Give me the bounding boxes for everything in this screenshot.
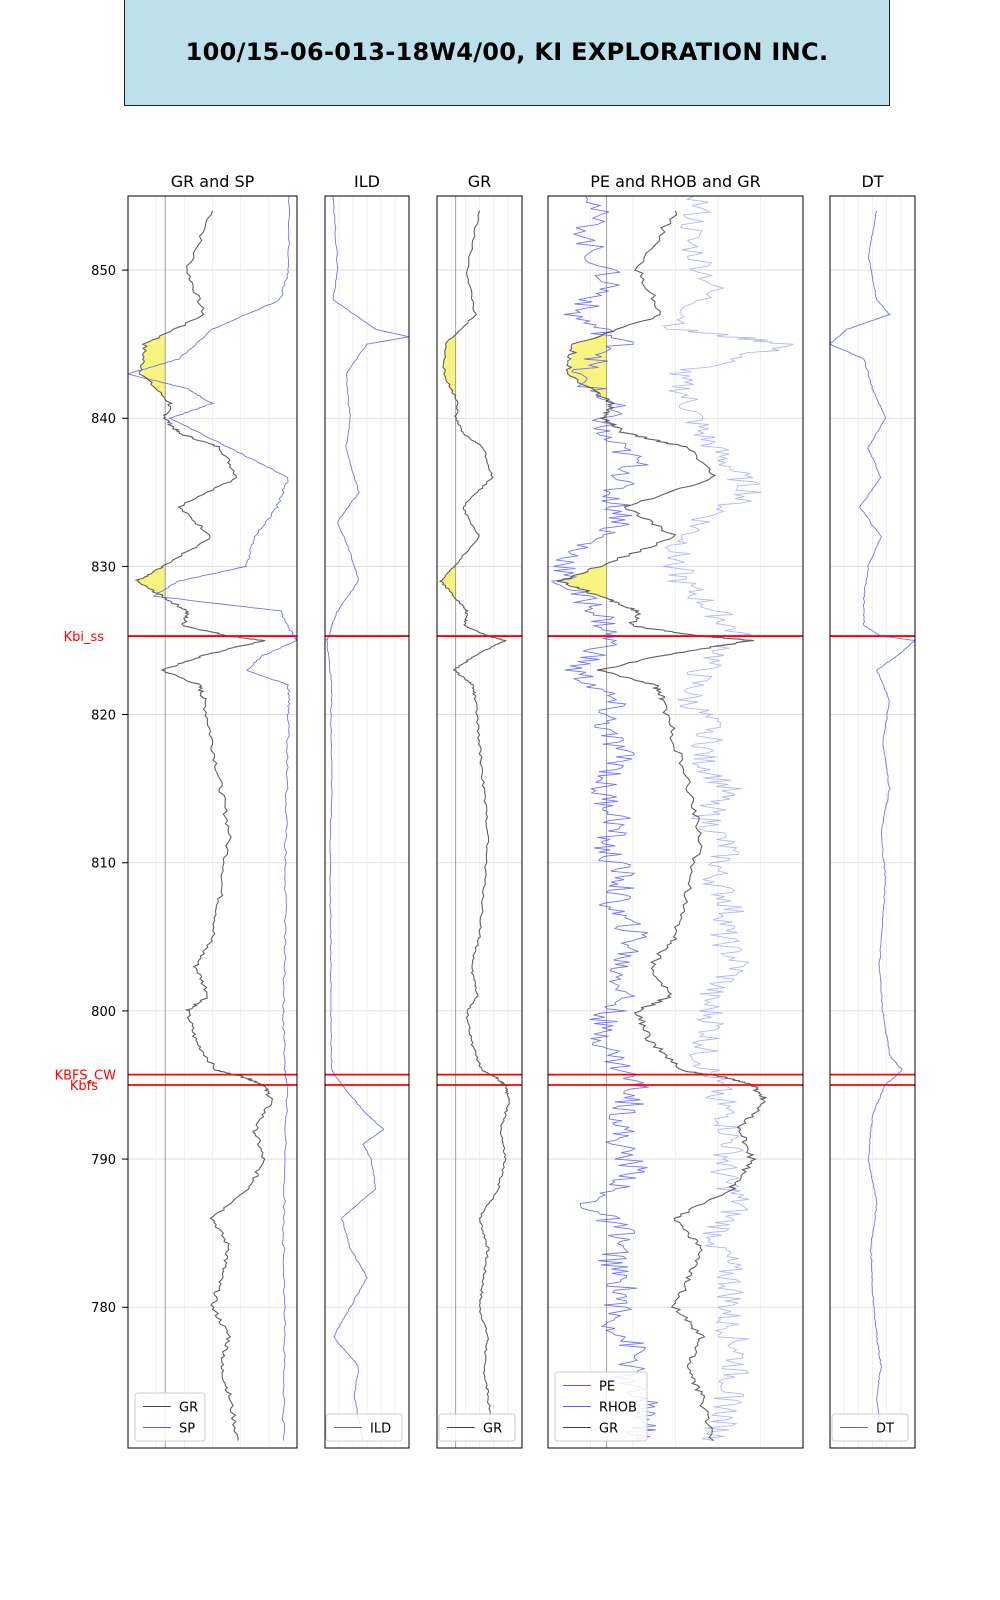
- legend-label: ILD: [370, 1422, 391, 1437]
- track-curves: [128, 196, 297, 1448]
- curve-sp: [128, 196, 297, 1441]
- curve-rhob: [662, 196, 794, 1442]
- curve-gr: [134, 210, 274, 1441]
- legend-label: GR: [483, 1422, 502, 1437]
- legend-box: [134, 1392, 206, 1442]
- track-title: ILD: [354, 172, 380, 191]
- track-1: GR and SP GR SP: [127, 172, 298, 1449]
- curve-pe: [550, 196, 659, 1441]
- track-title: DT: [861, 172, 883, 191]
- formation-top-label: Kbfs: [70, 1079, 98, 1094]
- curve-gr: [438, 210, 510, 1441]
- curve-ild: [325, 196, 409, 1441]
- depth-tick-label: 800: [91, 1005, 116, 1020]
- track-5: DT DT: [829, 172, 916, 1449]
- depth-tick-label: 820: [91, 709, 116, 724]
- legend-label: DT: [876, 1422, 894, 1437]
- sand-fill: [568, 333, 607, 400]
- track-title: GR and SP: [171, 172, 255, 191]
- formation-top-label: KBFS_CW: [55, 1069, 117, 1084]
- title-box: 100/15-06-013-18W4/00, KI EXPLORATION IN…: [124, 0, 890, 106]
- track-frame: [829, 195, 916, 1449]
- track-legend: DT: [831, 1413, 909, 1442]
- track-curves: [830, 210, 915, 1441]
- legend-box: [325, 1413, 403, 1442]
- track-curves: [325, 196, 409, 1441]
- curve-dt: [830, 210, 915, 1441]
- formation-top-label: Kbi_ss: [64, 630, 105, 645]
- track-legend: ILD: [325, 1413, 403, 1442]
- track-legend: GR: [438, 1413, 516, 1442]
- legend-label: RHOB: [599, 1401, 637, 1416]
- curve-gr: [557, 210, 767, 1442]
- legend-label: SP: [179, 1422, 195, 1437]
- track-frame: [547, 195, 804, 1449]
- sand-fill: [443, 335, 456, 398]
- depth-tick-label: 850: [91, 264, 116, 279]
- track-3: GR GR: [436, 172, 523, 1449]
- depth-tick-label: 810: [91, 857, 116, 872]
- depth-tick-label: 780: [91, 1301, 116, 1316]
- sand-fill: [136, 566, 166, 598]
- legend-box: [554, 1371, 648, 1442]
- track-legend: PE RHOB GR: [554, 1371, 648, 1442]
- legend-box: [438, 1413, 516, 1442]
- sand-fill: [599, 669, 607, 672]
- track-2: ILD ILD: [324, 172, 410, 1449]
- sand-fill: [560, 564, 607, 599]
- track-curves: [550, 196, 794, 1448]
- track-title: GR: [468, 172, 492, 191]
- legend-label: PE: [599, 1380, 615, 1395]
- chart-title: 100/15-06-013-18W4/00, KI EXPLORATION IN…: [185, 38, 829, 66]
- track-legend: GR SP: [134, 1392, 206, 1442]
- legend-label: GR: [599, 1422, 618, 1437]
- track-title: PE and RHOB and GR: [590, 172, 761, 191]
- depth-tick-label: 790: [91, 1153, 116, 1168]
- legend-label: GR: [179, 1401, 198, 1416]
- track-4: PE and RHOB and GR PE RHOB GR: [547, 172, 804, 1449]
- sand-fill: [441, 566, 456, 598]
- track-frame: [127, 195, 298, 1449]
- depth-tick-label: 830: [91, 560, 116, 575]
- track-frame: [324, 195, 410, 1449]
- depth-tick-label: 840: [91, 412, 116, 427]
- legend-box: [831, 1413, 909, 1442]
- track-curves: [438, 196, 510, 1448]
- track-frame: [436, 195, 523, 1449]
